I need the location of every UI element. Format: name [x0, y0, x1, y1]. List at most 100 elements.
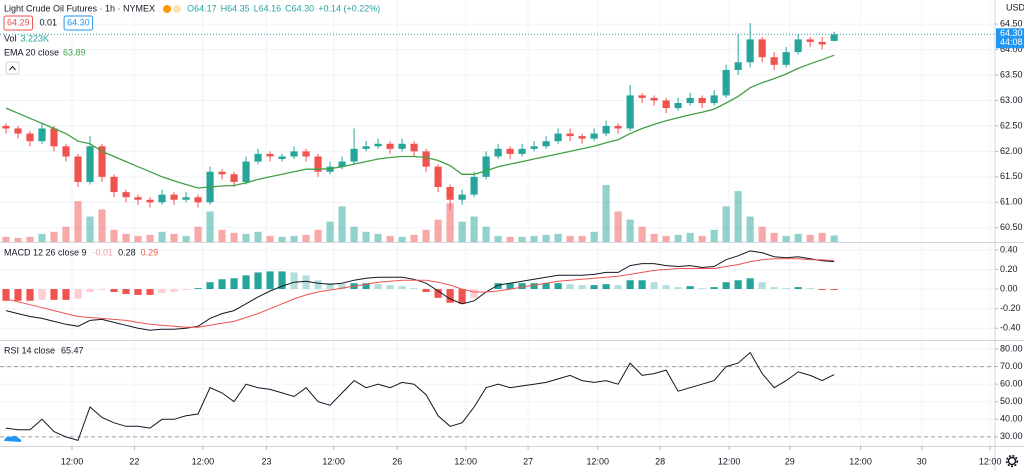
candle-body — [290, 151, 298, 157]
y-tick-label: 70.00 — [1000, 361, 1023, 371]
histogram-bar — [446, 289, 454, 303]
candle-body — [614, 125, 622, 129]
volume-bar — [398, 236, 406, 242]
candle-body — [146, 199, 154, 203]
histogram-bar — [650, 282, 658, 290]
candle-body — [602, 125, 610, 134]
histogram-bar — [2, 289, 10, 301]
collapse-icon — [9, 65, 16, 71]
volume-bar — [554, 233, 562, 242]
candle-body — [566, 133, 574, 137]
candle-body — [746, 39, 754, 63]
volume-bar — [290, 235, 298, 242]
volume-bar — [734, 191, 742, 242]
candle-body — [2, 125, 10, 129]
price-tag-label: 64.30 — [1000, 28, 1023, 38]
volume-bar — [806, 234, 814, 242]
histogram-bar — [170, 289, 178, 292]
candle-body — [734, 62, 742, 70]
ema-line — [5, 54, 835, 189]
histogram-bar — [326, 283, 334, 290]
candle-body — [374, 143, 382, 147]
collapse-button[interactable] — [5, 61, 20, 75]
volume-bar — [782, 235, 790, 242]
histogram-bar — [662, 285, 670, 290]
histogram-bar — [362, 283, 370, 290]
histogram-bar — [518, 283, 526, 290]
volume-bar — [254, 231, 262, 242]
x-tick-label: 12:00 — [979, 456, 1002, 466]
currency-label: USD — [1006, 2, 1024, 12]
candle-body — [242, 161, 250, 182]
y-tick-label: 80.00 — [1000, 343, 1023, 353]
volume-bar — [722, 206, 730, 242]
volume-bar — [674, 234, 682, 242]
histogram-bar — [674, 287, 682, 290]
histogram-bar — [638, 280, 646, 290]
volume-bar — [182, 235, 190, 242]
histogram-bar — [302, 275, 310, 290]
volume-bar — [614, 211, 622, 242]
histogram-bar — [470, 289, 478, 298]
candle-body — [446, 187, 454, 200]
macd-value: 0.28 — [118, 247, 136, 257]
histogram-bar — [26, 289, 34, 301]
candle-body — [338, 161, 346, 167]
candle-body — [266, 153, 274, 157]
volume-bar — [686, 232, 694, 242]
histogram-bar — [734, 280, 742, 290]
histogram-bar — [542, 283, 550, 290]
quote-value: C64.30 — [285, 3, 314, 13]
candle-body — [398, 143, 406, 149]
x-tick-label: 23 — [261, 456, 271, 466]
histogram-bar — [398, 286, 406, 290]
histogram-bar — [758, 282, 766, 290]
y-tick-label: 62.00 — [1000, 146, 1023, 156]
x-tick-label: 26 — [392, 456, 402, 466]
candle-body — [770, 57, 778, 65]
y-tick-label: 0.00 — [1000, 283, 1018, 293]
y-tick-label: 63.50 — [1000, 69, 1023, 79]
candle-body — [158, 194, 166, 203]
macd-value: -0.01 — [93, 247, 114, 257]
settings-button[interactable] — [1005, 454, 1019, 468]
volume-bar — [194, 226, 202, 242]
histogram-bar — [50, 289, 58, 300]
signal-line — [5, 258, 835, 328]
histogram-bar — [218, 279, 226, 290]
volume-bar — [338, 206, 346, 242]
x-tick-label: 12:00 — [454, 456, 477, 466]
x-tick-label: 29 — [785, 456, 795, 466]
volume-bar — [26, 236, 34, 242]
volume-bar — [122, 233, 130, 242]
volume-title: Vol — [4, 33, 17, 43]
volume-bar — [434, 219, 442, 242]
quote-value: O64.17 — [187, 3, 217, 13]
histogram-bar — [770, 287, 778, 290]
candle-body — [362, 146, 370, 149]
histogram-bar — [278, 271, 286, 290]
candle-body — [14, 128, 22, 134]
candle-body — [74, 156, 82, 182]
volume-bar — [62, 226, 70, 242]
volume-bar — [146, 234, 154, 242]
volume-bar — [794, 233, 802, 242]
histogram-bar — [746, 278, 754, 290]
volume-bar — [374, 233, 382, 242]
candle-body — [434, 166, 442, 188]
macd-value: 0.29 — [141, 247, 159, 257]
x-tick-label: 30 — [917, 456, 927, 466]
histogram-bar — [554, 283, 562, 290]
volume-bar — [662, 235, 670, 242]
candle-body — [230, 174, 238, 182]
histogram-bar — [206, 282, 214, 290]
volume-bar — [494, 235, 502, 242]
volume-bar — [38, 233, 46, 242]
candle-body — [806, 39, 814, 42]
y-tick-label: 61.50 — [1000, 171, 1023, 181]
volume-bar — [206, 211, 214, 242]
histogram-bar — [602, 284, 610, 290]
macd-title: MACD 12 26 close 9 — [4, 247, 87, 257]
histogram-bar — [410, 288, 418, 290]
